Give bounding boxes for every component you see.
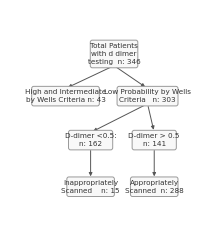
FancyBboxPatch shape [68, 130, 113, 150]
FancyBboxPatch shape [117, 86, 178, 106]
FancyBboxPatch shape [32, 86, 99, 106]
Text: Inappropriately
Scanned    n: 15: Inappropriately Scanned n: 15 [61, 180, 120, 194]
Text: High and Intermediate
by Wells Criteria n: 43: High and Intermediate by Wells Criteria … [25, 89, 106, 103]
FancyBboxPatch shape [130, 177, 178, 196]
FancyBboxPatch shape [67, 177, 114, 196]
FancyBboxPatch shape [132, 130, 176, 150]
Text: D-dimer <0.5:
n: 162: D-dimer <0.5: n: 162 [65, 133, 116, 147]
Text: Low Probability by Wells
Criteria   n: 303: Low Probability by Wells Criteria n: 303 [104, 89, 191, 103]
Text: D-dimer > 0.5
n: 141: D-dimer > 0.5 n: 141 [129, 133, 180, 147]
Text: Total Patients
with d dimer
testing  n: 346: Total Patients with d dimer testing n: 3… [88, 43, 140, 65]
FancyBboxPatch shape [90, 40, 138, 68]
Text: Appropriately
Scanned  n: 288: Appropriately Scanned n: 288 [125, 180, 184, 194]
